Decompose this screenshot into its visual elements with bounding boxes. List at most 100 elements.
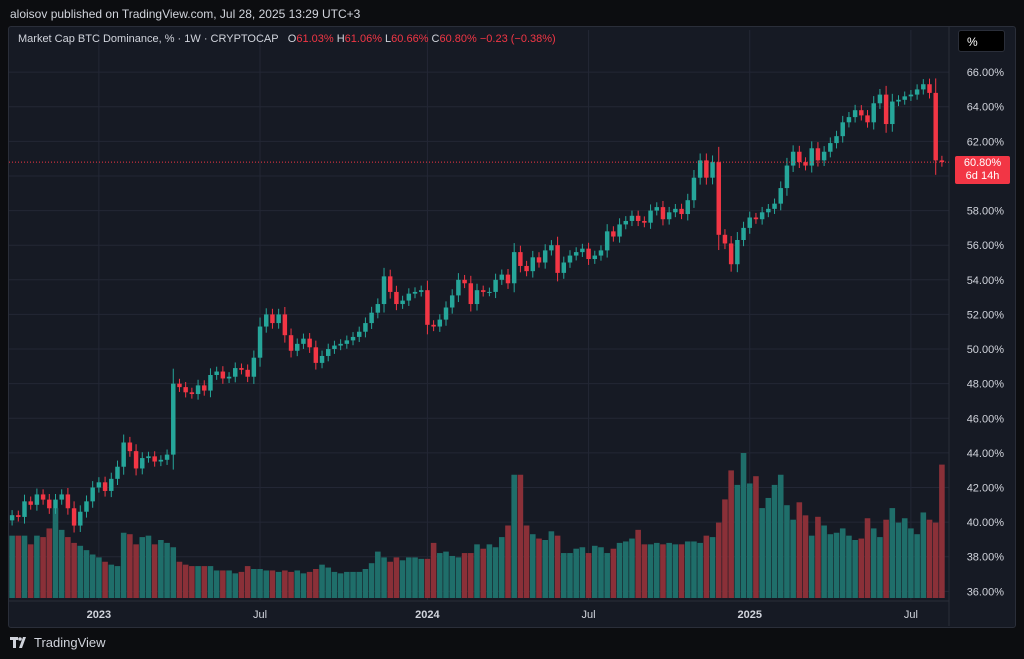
candle-body (728, 243, 734, 265)
y-tick-label: 62.00% (967, 136, 1005, 148)
volume-bar (220, 570, 226, 598)
candle-body (487, 291, 492, 293)
volume-bar (653, 542, 660, 598)
candle-body (790, 151, 796, 166)
candle-body (214, 371, 219, 375)
volume-bar (554, 535, 561, 598)
volume-bar (591, 545, 598, 598)
candle-body (90, 487, 95, 502)
volume-bar (641, 544, 648, 598)
candle-body (208, 375, 213, 391)
volume-bar (83, 550, 90, 598)
candle-body (921, 84, 926, 90)
candle-body (239, 368, 244, 370)
candle-body (549, 245, 554, 251)
x-tick-label: Jul (582, 609, 596, 621)
volume-bar (139, 537, 146, 598)
candle-body (499, 274, 505, 280)
candle-body (381, 276, 387, 305)
candle-body (542, 250, 548, 263)
x-tick-label: 2023 (87, 609, 111, 621)
volume-bar (542, 540, 548, 598)
candle-body (270, 314, 275, 324)
candle-body (121, 442, 126, 467)
volume-bar (833, 532, 840, 598)
candle-body (456, 279, 461, 296)
candle-body (220, 371, 226, 379)
candle-body (629, 215, 635, 221)
candle-body (152, 456, 157, 462)
candle-body (133, 451, 139, 469)
volume-bar (77, 545, 84, 598)
candle-body (821, 151, 827, 161)
high-label: H (336, 33, 345, 45)
candle-body (375, 304, 381, 313)
volume-bar (585, 553, 592, 598)
candle-body (673, 208, 678, 213)
volume-bar (443, 551, 449, 598)
candle-body (28, 501, 33, 505)
candle-body (710, 162, 715, 178)
candle-body (394, 291, 399, 305)
volume-bar (294, 570, 301, 598)
candle-body (679, 208, 684, 215)
volume-bar (753, 476, 759, 598)
candle-body (518, 252, 523, 266)
volume-bar (746, 483, 753, 598)
candle-body (524, 265, 529, 272)
volume-bar (771, 484, 778, 598)
candle-body (109, 478, 114, 491)
volume-bar (883, 519, 889, 598)
candle-body (840, 122, 845, 137)
candle-body (47, 499, 52, 509)
candle-body (437, 319, 443, 327)
volume-bar (647, 544, 654, 598)
volume-bar (331, 571, 338, 598)
candle-body (474, 290, 480, 305)
volume-bar (914, 534, 920, 598)
y-tick-label: 46.00% (967, 413, 1005, 425)
volume-bar (375, 551, 381, 598)
open-label: O (287, 33, 297, 45)
volume-bar (722, 499, 728, 598)
candle-body (735, 240, 740, 265)
volume-bar (691, 541, 697, 598)
volume-bar (474, 544, 480, 598)
tradingview-logo-icon (10, 636, 26, 648)
volume-bar (133, 544, 139, 598)
volume-bar (387, 561, 394, 598)
volume-bar (424, 558, 431, 598)
volume-bar (877, 537, 883, 598)
candle-body (890, 101, 895, 125)
candle-body (877, 94, 883, 104)
volume-bar (486, 544, 493, 598)
candle-body (418, 290, 424, 292)
volume-bar (827, 534, 834, 598)
volume-bar (536, 538, 542, 598)
candle-body (96, 482, 102, 488)
volume-bar (740, 453, 747, 598)
percent-scale-button[interactable]: % (958, 30, 1005, 52)
candle-body (449, 295, 455, 308)
volume-bar (381, 557, 387, 598)
volume-bar (412, 557, 418, 598)
footer-brand[interactable]: TradingView (10, 635, 106, 650)
volume-bar (114, 566, 121, 598)
candle-body (16, 515, 21, 517)
close-value: 60.80% (439, 33, 477, 45)
symbol-legend[interactable]: Market Cap BTC Dominance, % · 1W · CRYPT… (18, 33, 556, 45)
candle-body (933, 92, 938, 161)
y-tick-label: 48.00% (967, 379, 1005, 391)
last-price-value: 60.80% (963, 157, 1002, 169)
y-tick-label: 42.00% (967, 483, 1005, 495)
candle-body (59, 494, 64, 500)
candle-body (586, 248, 591, 260)
high-value: 61.06% (344, 33, 382, 45)
candle-body (171, 383, 176, 455)
candle-body (245, 369, 250, 377)
volume-bar (170, 547, 177, 598)
y-tick-label: 36.00% (967, 586, 1005, 598)
candle-body (78, 511, 83, 526)
volume-bar (344, 571, 350, 598)
